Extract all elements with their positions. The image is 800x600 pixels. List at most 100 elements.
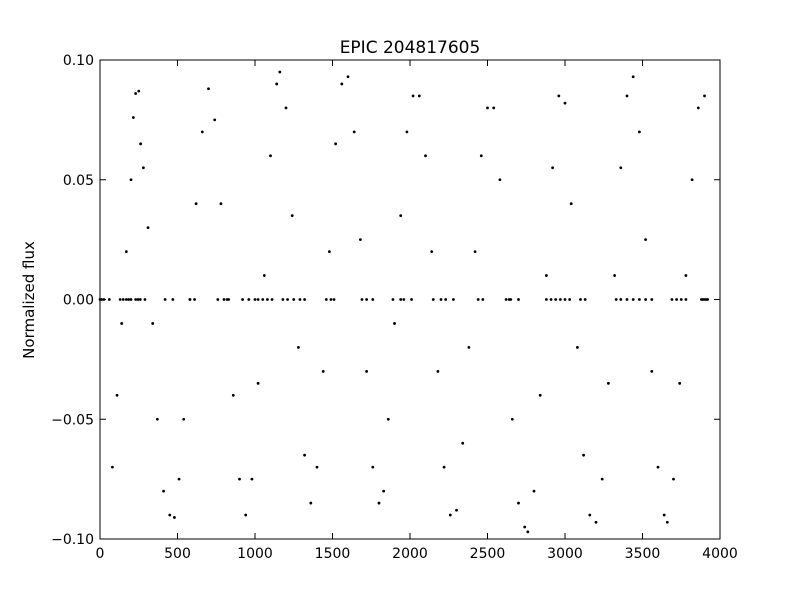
data-point bbox=[486, 106, 489, 110]
data-point bbox=[382, 489, 386, 493]
data-point bbox=[284, 106, 288, 110]
data-point bbox=[303, 453, 306, 457]
data-point bbox=[582, 453, 585, 457]
data-point bbox=[665, 520, 669, 524]
data-point bbox=[309, 501, 313, 505]
data-point bbox=[563, 101, 567, 105]
data-point bbox=[467, 346, 471, 349]
data-point bbox=[613, 274, 616, 277]
data-point bbox=[684, 274, 688, 277]
data-point bbox=[286, 298, 289, 301]
data-point bbox=[431, 298, 435, 301]
data-point bbox=[360, 298, 364, 301]
data-point bbox=[269, 154, 272, 158]
data-point bbox=[563, 298, 567, 301]
data-point bbox=[650, 369, 654, 373]
data-point bbox=[138, 298, 142, 301]
data-point bbox=[656, 465, 660, 469]
data-point bbox=[492, 106, 496, 110]
plot-frame bbox=[99, 59, 721, 540]
data-point bbox=[430, 250, 434, 254]
data-point bbox=[315, 465, 319, 469]
data-point bbox=[340, 82, 344, 86]
data-point bbox=[631, 75, 635, 79]
x-tick-label: 1500 bbox=[315, 546, 351, 562]
data-point bbox=[129, 298, 133, 301]
data-point bbox=[607, 381, 610, 385]
data-point bbox=[557, 94, 561, 98]
data-point bbox=[568, 298, 572, 301]
data-point bbox=[444, 298, 448, 301]
data-point bbox=[675, 298, 678, 301]
x-tick-label: 2000 bbox=[392, 546, 428, 562]
data-points bbox=[98, 70, 709, 534]
data-point bbox=[678, 381, 682, 385]
data-point bbox=[644, 298, 647, 301]
data-point bbox=[261, 298, 265, 301]
data-point bbox=[569, 202, 573, 206]
data-point bbox=[509, 298, 513, 301]
data-point bbox=[334, 142, 337, 146]
data-point bbox=[703, 94, 706, 98]
data-point bbox=[402, 298, 406, 301]
data-point bbox=[619, 298, 623, 301]
data-point bbox=[207, 87, 210, 91]
data-point bbox=[448, 513, 452, 517]
data-point bbox=[583, 298, 587, 301]
data-point bbox=[545, 274, 548, 277]
data-point bbox=[292, 298, 296, 301]
y-tick-label: −0.05 bbox=[51, 412, 94, 428]
data-point bbox=[216, 298, 220, 301]
data-point bbox=[213, 118, 217, 122]
data-point bbox=[142, 166, 145, 170]
data-point bbox=[143, 298, 147, 301]
data-point bbox=[399, 214, 403, 218]
data-point bbox=[303, 298, 306, 301]
data-point bbox=[619, 166, 623, 170]
x-tick-label: 2500 bbox=[470, 546, 506, 562]
data-point bbox=[461, 441, 465, 445]
x-tick-label: 1000 bbox=[237, 546, 273, 562]
data-point bbox=[644, 238, 647, 242]
data-point bbox=[321, 369, 325, 373]
data-point bbox=[399, 298, 403, 301]
data-point bbox=[424, 154, 427, 158]
data-point bbox=[244, 513, 248, 517]
data-point bbox=[498, 178, 502, 182]
data-point bbox=[241, 298, 245, 301]
data-point bbox=[625, 94, 629, 98]
data-point bbox=[517, 501, 520, 505]
data-point bbox=[405, 130, 409, 134]
data-point bbox=[690, 178, 694, 182]
data-point bbox=[124, 250, 128, 254]
y-tick-label: 0.05 bbox=[63, 173, 94, 189]
data-point bbox=[137, 89, 141, 93]
data-point bbox=[614, 298, 618, 301]
data-point bbox=[253, 298, 257, 301]
data-point bbox=[554, 298, 558, 301]
chart-title: EPIC 204817605 bbox=[340, 38, 481, 58]
data-point bbox=[504, 298, 508, 301]
data-point bbox=[631, 298, 635, 301]
x-tick-label: 0 bbox=[96, 546, 105, 562]
data-point bbox=[227, 298, 231, 301]
data-point bbox=[290, 214, 294, 218]
x-axis-ticks: 0 500 1000 1500 2000 2500 3000 3500 4000 bbox=[96, 60, 738, 562]
data-point bbox=[146, 226, 150, 230]
data-point bbox=[188, 298, 192, 301]
data-point bbox=[551, 166, 554, 170]
data-point bbox=[549, 298, 553, 301]
data-point bbox=[270, 298, 274, 301]
x-tick-label: 3500 bbox=[625, 546, 661, 562]
data-point bbox=[479, 154, 483, 158]
data-point bbox=[256, 381, 260, 385]
data-point bbox=[481, 298, 485, 301]
data-point bbox=[625, 298, 629, 301]
data-point bbox=[517, 298, 520, 301]
data-point bbox=[231, 393, 235, 397]
data-point bbox=[115, 393, 119, 397]
x-tick-label: 4000 bbox=[702, 546, 738, 562]
data-point bbox=[247, 298, 251, 301]
data-point bbox=[155, 417, 159, 421]
